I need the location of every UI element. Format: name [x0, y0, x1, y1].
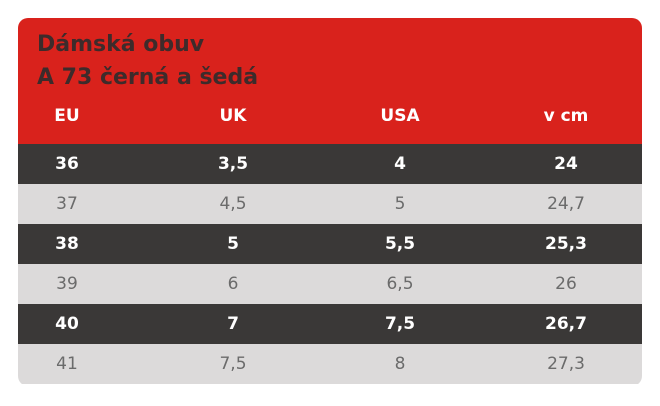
cell-uk: 3,5	[217, 154, 249, 174]
cell-eu: 37	[56, 194, 78, 214]
chart-subtitle: A 73 černá a šedá	[37, 65, 259, 90]
table-row: 37 4,5 5 24,7	[18, 184, 642, 224]
column-headers: EU UK USA v cm	[18, 101, 642, 131]
cell-cm: 26	[555, 274, 577, 294]
size-chart-header: Dámská obuv A 73 černá a šedá EU UK USA …	[18, 18, 642, 144]
table-row: 36 3,5 4 24	[18, 144, 642, 184]
table-row: 39 6 6,5 26	[18, 264, 642, 304]
cell-uk: 4,5	[219, 194, 247, 214]
cell-uk: 7	[227, 314, 239, 334]
cell-eu: 41	[56, 354, 78, 374]
cell-cm: 24	[554, 154, 578, 174]
cell-usa: 6,5	[386, 274, 414, 294]
cell-eu: 39	[56, 274, 78, 294]
table-row: 38 5 5,5 25,3	[18, 224, 642, 264]
cell-eu: 36	[55, 154, 79, 174]
cell-eu: 38	[55, 234, 79, 254]
cell-cm: 24,7	[547, 194, 585, 214]
column-header-cm: v cm	[543, 106, 589, 126]
size-chart-card: Dámská obuv A 73 černá a šedá EU UK USA …	[18, 18, 642, 386]
column-header-eu: EU	[54, 106, 80, 126]
cell-usa: 5,5	[384, 234, 416, 254]
table-row: 40 7 7,5 26,7	[18, 304, 642, 344]
cell-usa: 7,5	[384, 314, 416, 334]
chart-title: Dámská obuv	[37, 32, 205, 57]
cell-uk: 7,5	[219, 354, 247, 374]
cell-usa: 8	[394, 354, 406, 374]
cell-usa: 5	[394, 194, 406, 214]
cell-uk: 5	[227, 234, 239, 254]
column-header-usa: USA	[380, 106, 420, 126]
cell-cm: 25,3	[545, 234, 587, 254]
cell-eu: 40	[55, 314, 79, 334]
table-row: 41 7,5 8 27,3	[18, 344, 642, 384]
cell-uk: 6	[227, 274, 239, 294]
column-header-uk: UK	[219, 106, 247, 126]
cell-usa: 4	[394, 154, 406, 174]
size-table-body: 36 3,5 4 24 37 4,5 5 24,7 38 5 5,5 25,3 …	[18, 144, 642, 384]
cell-cm: 27,3	[547, 354, 585, 374]
cell-cm: 26,7	[545, 314, 587, 334]
